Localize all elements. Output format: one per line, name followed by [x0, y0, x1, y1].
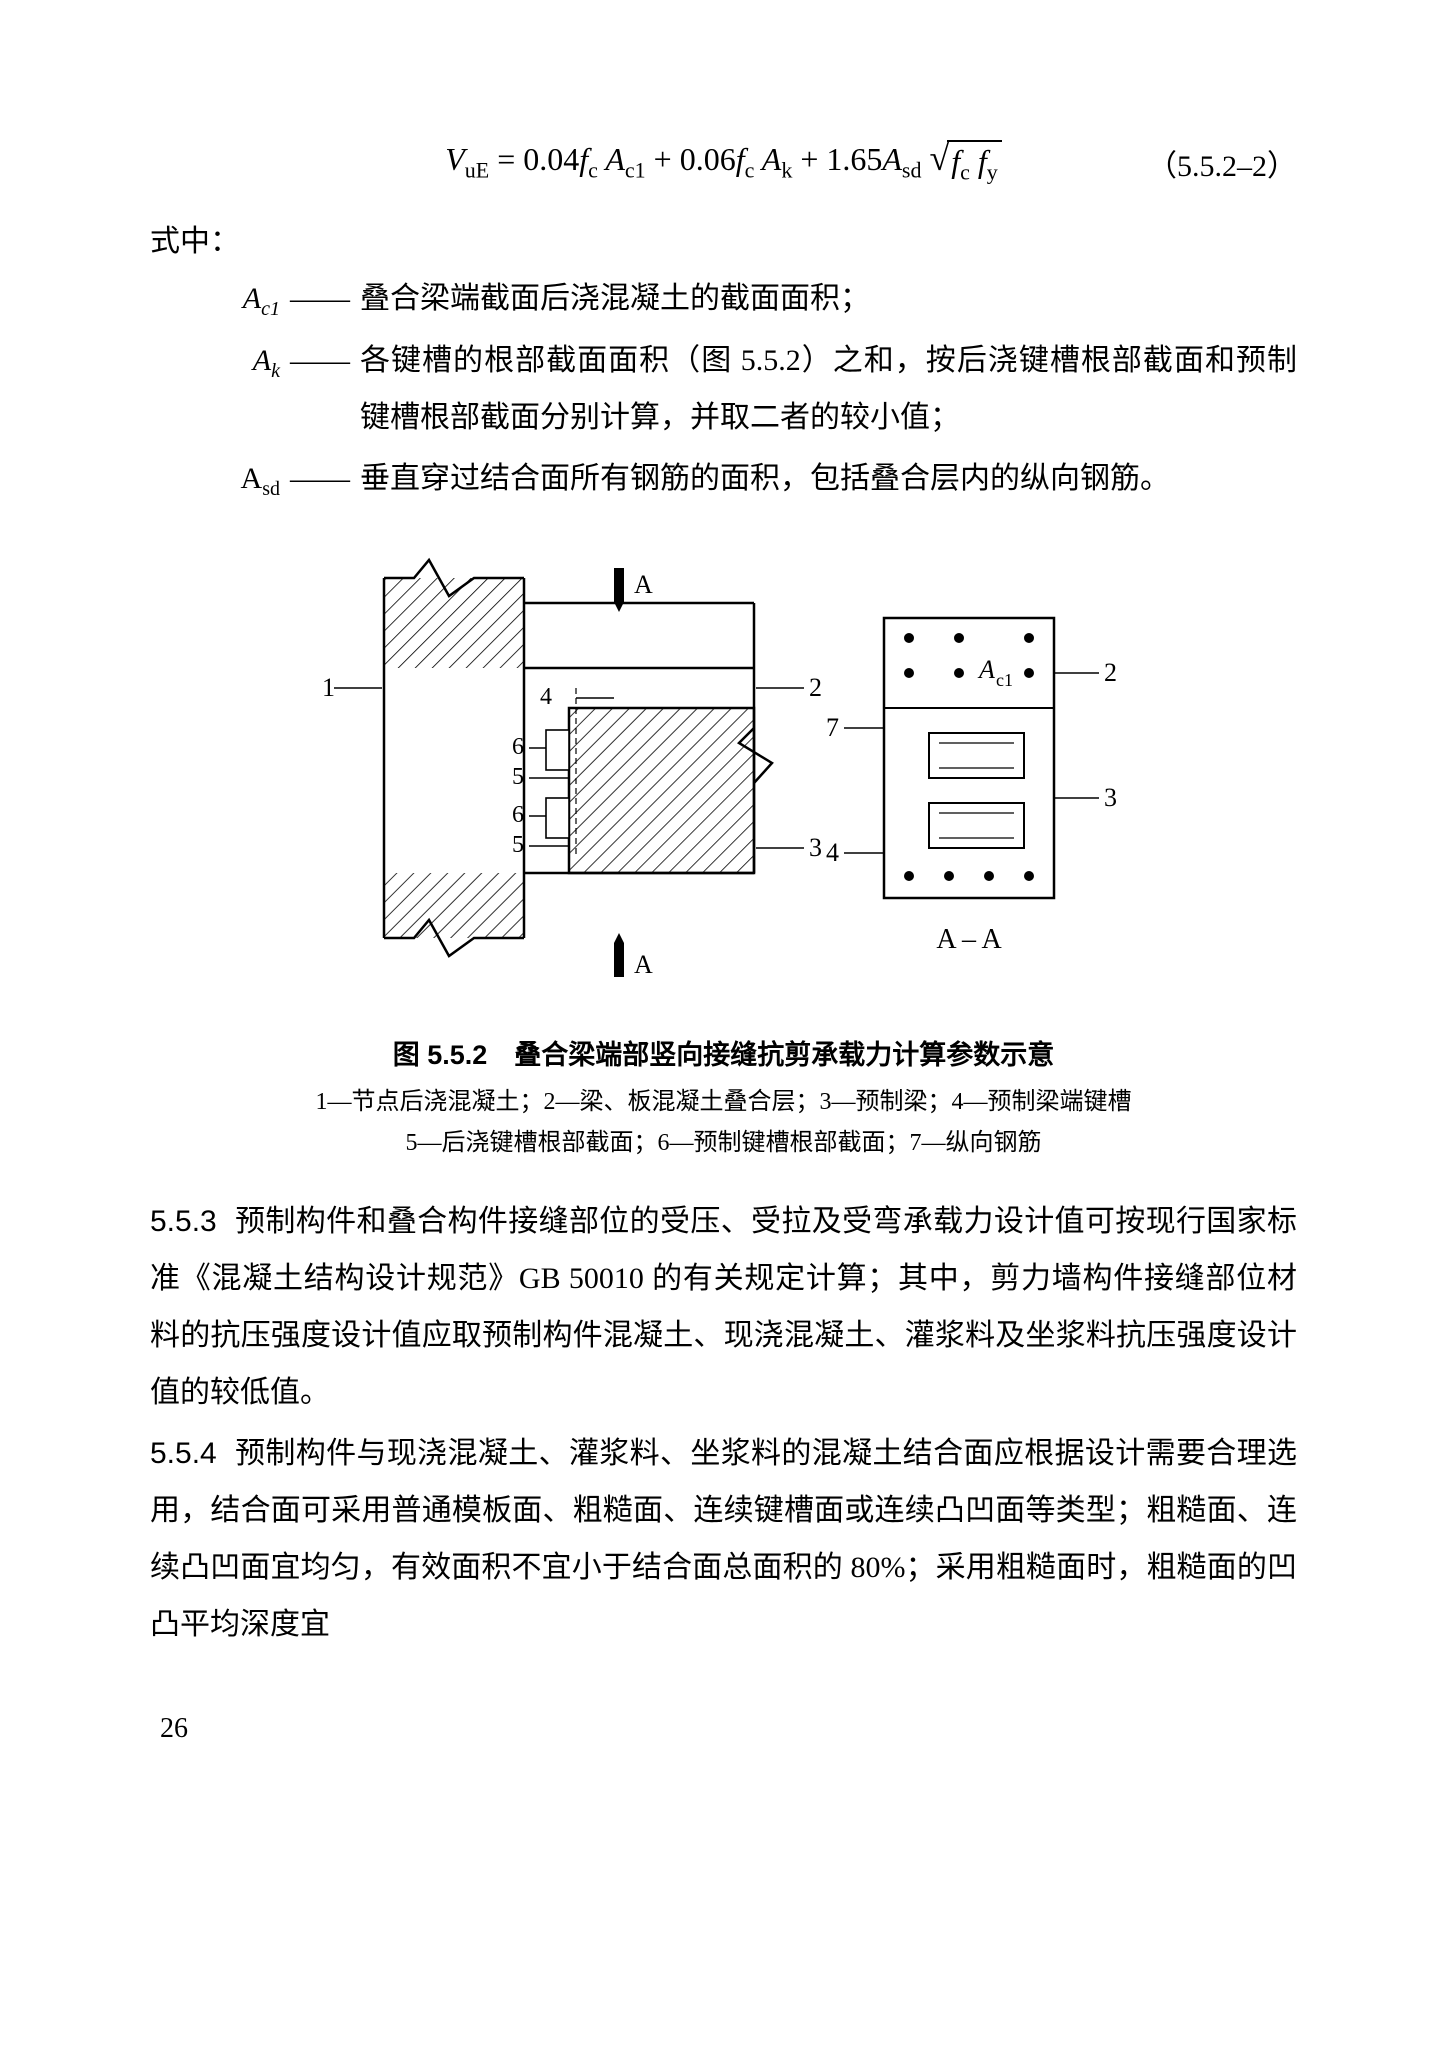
- def-text: 叠合梁端截面后浇混凝土的截面面积；: [360, 270, 1297, 327]
- figure-legend-1: 1—节点后浇混凝土；2—梁、板混凝土叠合层；3—预制梁；4—预制梁端键槽: [150, 1082, 1297, 1123]
- figure-caption: 图 5.5.2 叠合梁端部竖向接缝抗剪承载力计算参数示意: [150, 1033, 1297, 1072]
- fig-label-5a: 5: [512, 764, 524, 790]
- fig-label-3: 3: [809, 833, 822, 862]
- eq-c2: 0.06: [680, 141, 736, 177]
- section-name: A – A: [936, 924, 1002, 955]
- section-Ac1-sym: A: [977, 655, 995, 684]
- eq-lhs-sub: uE: [465, 157, 489, 182]
- equation-number: （5.5.2–2）: [1147, 141, 1297, 185]
- section-number: 5.5.4: [150, 1437, 217, 1470]
- def-sym: Ak: [210, 332, 280, 390]
- sec-label-3: 3: [1104, 783, 1117, 812]
- figure-block: A A 1 2 3 4 6 5 6: [150, 548, 1297, 1164]
- figure-svg: A A 1 2 3 4 6 5 6: [314, 548, 1134, 998]
- paragraph-553: 5.5.3预制构件和叠合构件接缝部位的受压、受拉及受弯承载力设计值可按现行国家标…: [150, 1193, 1297, 1421]
- fig-label-6a: 6: [512, 734, 524, 760]
- def-text: 垂直穿过结合面所有钢筋的面积，包括叠合层内的纵向钢筋。: [360, 450, 1297, 507]
- paragraph-text: 预制构件与现浇混凝土、灌浆料、坐浆料的混凝土结合面应根据设计需要合理选用，结合面…: [150, 1437, 1297, 1641]
- def-row: Asd —— 垂直穿过结合面所有钢筋的面积，包括叠合层内的纵向钢筋。: [210, 450, 1297, 508]
- def-sym: Ac1: [210, 270, 280, 328]
- fig-label-1: 1: [322, 673, 335, 702]
- section-Ac1-sub: c1: [996, 670, 1013, 690]
- page-number: 26: [160, 1713, 1297, 1745]
- def-dash: ——: [280, 332, 360, 389]
- sec-label-2: 2: [1104, 658, 1117, 687]
- eq-c1: 0.04: [523, 141, 579, 177]
- where-label: 式中：: [150, 216, 1297, 260]
- section-marker-top: A: [634, 570, 653, 599]
- figure-legend-2: 5—后浇键槽根部截面；6—预制键槽根部截面；7—纵向钢筋: [150, 1123, 1297, 1164]
- def-text: 各键槽的根部截面面积（图 5.5.2）之和，按后浇键槽根部截面和预制键槽根部截面…: [360, 332, 1297, 446]
- fig-label-6b: 6: [512, 802, 524, 828]
- equation-row: VuE = 0.04fc Ac1 + 0.06fc Ak + 1.65Asd √…: [150, 140, 1297, 186]
- definition-list: Ac1 —— 叠合梁端截面后浇混凝土的截面面积； Ak —— 各键槽的根部截面面…: [210, 270, 1297, 508]
- def-row: Ac1 —— 叠合梁端截面后浇混凝土的截面面积；: [210, 270, 1297, 328]
- def-row: Ak —— 各键槽的根部截面面积（图 5.5.2）之和，按后浇键槽根部截面和预制…: [210, 332, 1297, 446]
- def-dash: ——: [280, 270, 360, 327]
- section-marker-bot: A: [634, 950, 653, 979]
- equation: VuE = 0.04fc Ac1 + 0.06fc Ak + 1.65Asd √…: [445, 140, 1002, 186]
- paragraph-text: 预制构件和叠合构件接缝部位的受压、受拉及受弯承载力设计值可按现行国家标准《混凝土…: [150, 1205, 1297, 1409]
- page: VuE = 0.04fc Ac1 + 0.06fc Ak + 1.65Asd √…: [0, 0, 1447, 1805]
- paragraph-554: 5.5.4预制构件与现浇混凝土、灌浆料、坐浆料的混凝土结合面应根据设计需要合理选…: [150, 1425, 1297, 1653]
- eq-c3: 1.65: [826, 141, 882, 177]
- fig-label-4: 4: [540, 684, 552, 710]
- fig-label-5b: 5: [512, 832, 524, 858]
- eq-lhs-sym: V: [445, 141, 465, 177]
- def-sym: Asd: [210, 450, 280, 508]
- section-number: 5.5.3: [150, 1205, 217, 1238]
- sec-label-4: 4: [826, 838, 839, 867]
- fig-label-2: 2: [809, 673, 822, 702]
- def-dash: ——: [280, 450, 360, 507]
- sec-label-7: 7: [826, 713, 839, 742]
